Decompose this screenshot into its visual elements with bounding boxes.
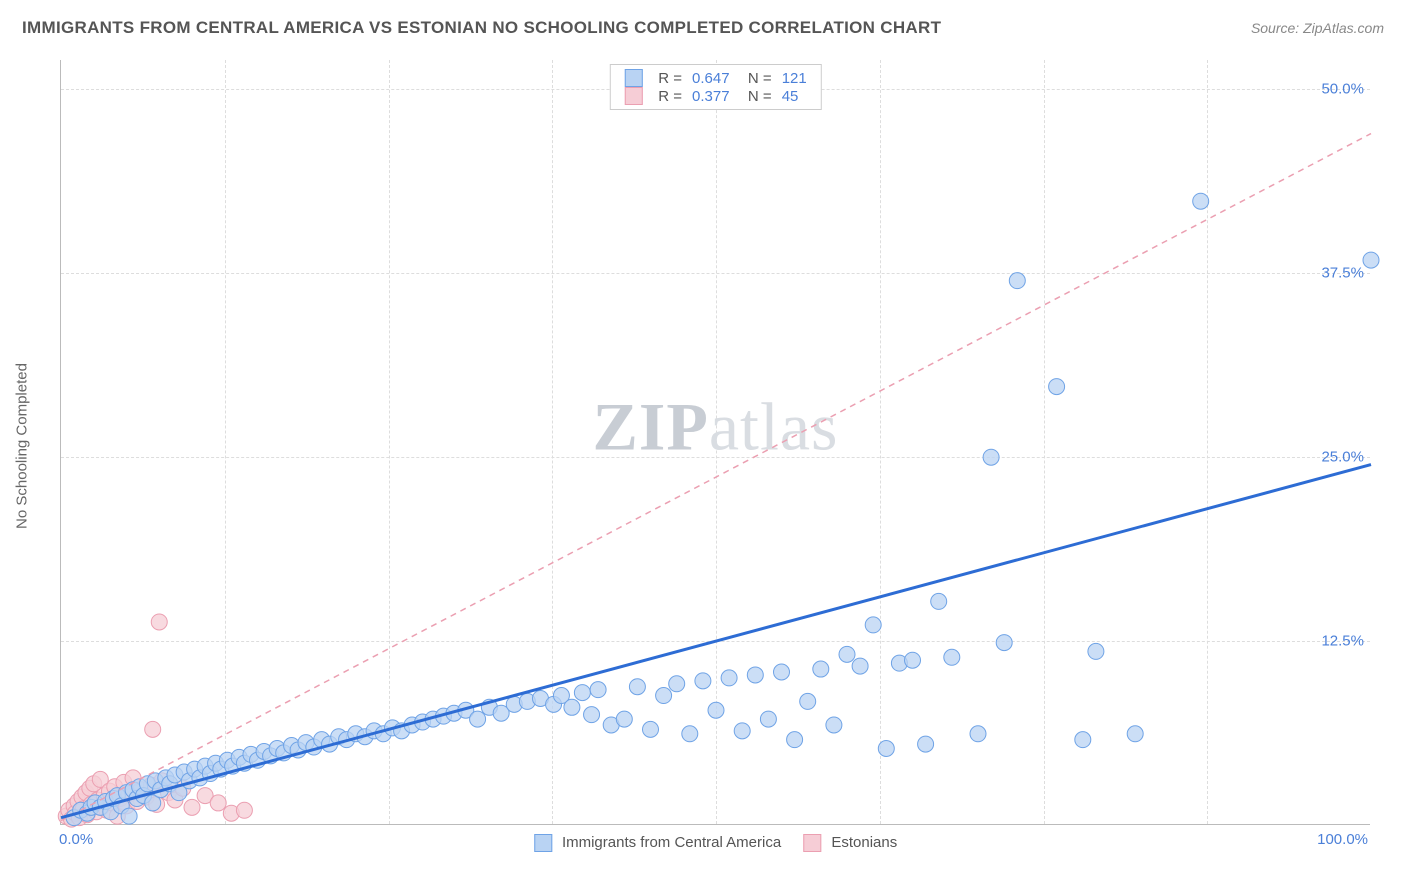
n-value-series1: 121 [782, 70, 807, 87]
y-tick-label: 25.0% [1321, 449, 1364, 466]
series1-name: Immigrants from Central America [562, 834, 781, 851]
swatch-series1 [624, 69, 642, 87]
y-axis-label: No Schooling Completed [14, 363, 31, 529]
x-axis-legend: Immigrants from Central America Estonian… [534, 834, 897, 852]
swatch-series1-bottom [534, 834, 552, 852]
x-tick-label: 0.0% [59, 831, 93, 848]
plot-area: ZIPatlas R =0.647 N =121 R =0.377 N =45 … [60, 60, 1370, 825]
y-tick-label: 37.5% [1321, 265, 1364, 282]
y-tick-label: 50.0% [1321, 81, 1364, 98]
y-tick-label: 12.5% [1321, 633, 1364, 650]
legend-item-series2: Estonians [803, 834, 897, 852]
legend-row-series2: R =0.377 N =45 [624, 87, 806, 105]
chart-title: IMMIGRANTS FROM CENTRAL AMERICA VS ESTON… [22, 18, 941, 38]
swatch-series2-bottom [803, 834, 821, 852]
series2-name: Estonians [831, 834, 897, 851]
n-value-series2: 45 [782, 88, 799, 105]
r-value-series1: 0.647 [692, 70, 730, 87]
source-label: Source: ZipAtlas.com [1251, 20, 1384, 36]
r-value-series2: 0.377 [692, 88, 730, 105]
scatter-svg [61, 60, 361, 210]
swatch-series2 [624, 87, 642, 105]
x-tick-label: 100.0% [1317, 831, 1368, 848]
correlation-legend: R =0.647 N =121 R =0.377 N =45 [609, 64, 821, 110]
legend-item-series1: Immigrants from Central America [534, 834, 781, 852]
legend-row-series1: R =0.647 N =121 [624, 69, 806, 87]
